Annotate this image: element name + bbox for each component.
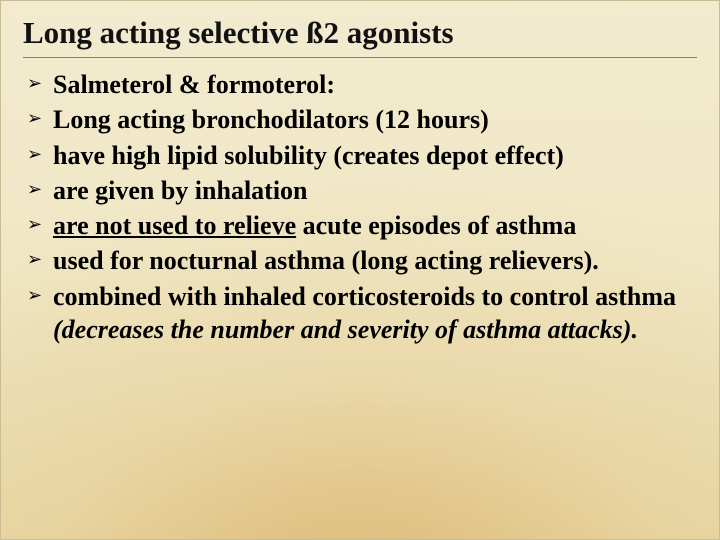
bullet-arrow-icon: ➢ [27, 107, 42, 130]
bullet-text-segment: acute episodes of asthma [296, 211, 576, 240]
slide-title: Long acting selective ß2 agonists [23, 15, 697, 51]
bullet-item: ➢ are not used to relieve acute episodes … [27, 209, 697, 242]
bullet-arrow-icon: ➢ [27, 213, 42, 236]
bullet-arrow-icon: ➢ [27, 143, 42, 166]
bullet-arrow-icon: ➢ [27, 178, 42, 201]
bullet-text-segment: are given by inhalation [53, 176, 308, 205]
bullet-text-segment: Long acting bronchodilators (12 hours) [53, 105, 489, 134]
bullet-text-segment: have high lipid solubility (creates depo… [53, 141, 564, 170]
bullet-text-segment: used for nocturnal asthma (long acting r… [53, 246, 599, 275]
bullet-arrow-icon: ➢ [27, 72, 42, 95]
bullet-item: ➢ Long acting bronchodilators (12 hours) [27, 103, 697, 136]
bullet-arrow-icon: ➢ [27, 248, 42, 271]
title-underline-rule [23, 57, 697, 58]
slide: Long acting selective ß2 agonists ➢ Salme… [0, 0, 720, 540]
bullet-item: ➢ have high lipid solubility (creates dep… [27, 139, 697, 172]
bullet-item: ➢ used for nocturnal asthma (long acting … [27, 244, 697, 277]
bullet-arrow-icon: ➢ [27, 284, 42, 307]
bullet-text-segment: (decreases the number and severity of as… [53, 315, 638, 344]
bullet-text-segment: Salmeterol & formoterol: [53, 70, 335, 99]
bullet-text-segment: are not used to relieve [53, 211, 296, 240]
bullet-text-segment: combined with inhaled corticosteroids to… [53, 282, 676, 311]
bullet-list: ➢ Salmeterol & formoterol: ➢ Long acting br… [23, 68, 697, 346]
bullet-item: ➢ combined with inhaled corticosteroids t… [27, 280, 697, 347]
bullet-item: ➢ Salmeterol & formoterol: [27, 68, 697, 101]
bullet-item: ➢ are given by inhalation [27, 174, 697, 207]
